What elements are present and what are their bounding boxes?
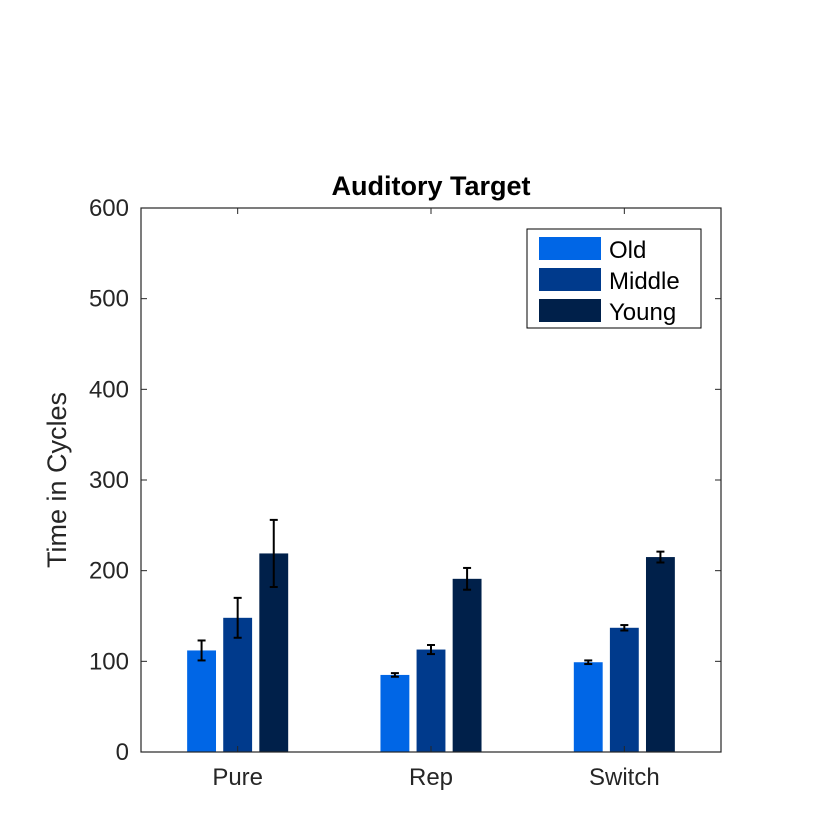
- y-tick-label: 100: [89, 648, 129, 675]
- legend-swatch: [539, 299, 601, 322]
- axes-group: Pure Rep Switch 0 100 200 300 400 500 600: [89, 195, 722, 791]
- bar: [452, 578, 482, 752]
- legend-label: Old: [609, 237, 646, 264]
- bar: [187, 650, 217, 752]
- legend-label: Young: [609, 299, 676, 326]
- error-bars-group: [197, 518, 665, 678]
- bar: [416, 649, 446, 752]
- plot-frame: [140, 207, 722, 753]
- y-tick-label: 0: [116, 739, 129, 766]
- legend-swatch: [539, 268, 601, 291]
- legend-label: Middle: [609, 268, 680, 295]
- y-tick-label: 200: [89, 558, 129, 585]
- y-axis-label: Time in Cycles: [42, 392, 72, 568]
- bar: [573, 662, 603, 752]
- y-tick-label: 500: [89, 286, 129, 313]
- x-tick-label: Pure: [212, 764, 263, 791]
- bar: [380, 674, 410, 752]
- legend: Old Middle Young: [526, 228, 702, 329]
- bar: [645, 557, 675, 752]
- bar: [223, 617, 253, 752]
- chart-title: Auditory Target: [331, 171, 530, 201]
- y-tick-label: 300: [89, 467, 129, 494]
- y-tick-label: 400: [89, 376, 129, 403]
- bar: [609, 627, 639, 752]
- y-tick-label: 600: [89, 195, 129, 222]
- x-tick-label: Rep: [409, 764, 453, 791]
- legend-swatch: [539, 237, 601, 260]
- x-tick-label: Switch: [589, 764, 660, 791]
- bars-group: [187, 553, 675, 752]
